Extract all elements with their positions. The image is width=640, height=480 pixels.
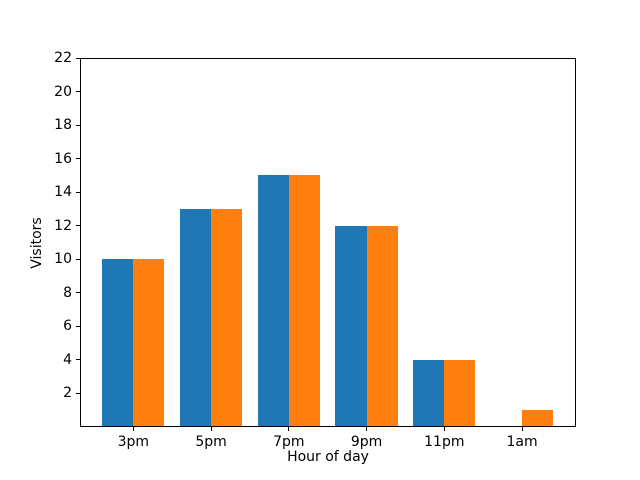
y-tick <box>76 91 80 93</box>
x-tick <box>288 427 290 431</box>
y-tick-label: 2 <box>63 385 72 402</box>
y-tick <box>76 57 80 59</box>
y-tick <box>76 158 80 160</box>
y-tick <box>76 124 80 126</box>
bar-series-orange-7pm <box>288 175 320 427</box>
x-tick <box>366 427 368 431</box>
y-tick-label: 8 <box>63 284 72 301</box>
y-tick <box>76 392 80 394</box>
bar-series-orange-1am <box>522 410 554 427</box>
x-tick-label: 3pm <box>117 434 150 450</box>
y-tick-label: 20 <box>54 83 72 100</box>
bar-series-blue-7pm <box>257 175 289 427</box>
y-tick-label: 10 <box>54 251 72 268</box>
y-tick <box>76 359 80 361</box>
y-tick-label: 14 <box>54 184 72 201</box>
x-tick-label: 11pm <box>424 434 465 450</box>
bar-series-orange-5pm <box>211 208 243 427</box>
bar-series-blue-11pm <box>413 359 445 427</box>
bar-series-orange-3pm <box>133 259 165 427</box>
bar-series-blue-5pm <box>179 208 212 427</box>
x-tick-label: 7pm <box>273 434 305 450</box>
bar-series-blue-3pm <box>102 259 134 427</box>
x-tick <box>443 427 445 431</box>
x-axis-label: Hour of day <box>287 449 369 465</box>
bar-series-blue-9pm <box>335 225 367 427</box>
y-tick <box>76 191 80 193</box>
x-tick <box>132 427 134 431</box>
y-tick <box>76 325 80 327</box>
y-tick-label: 18 <box>54 117 72 134</box>
x-tick <box>521 427 523 431</box>
y-tick <box>76 292 80 294</box>
x-tick-label: 5pm <box>195 434 227 450</box>
y-tick-label: 4 <box>63 351 72 368</box>
x-tick-label: 9pm <box>350 434 383 450</box>
y-tick-label: 16 <box>54 150 72 167</box>
x-tick <box>210 427 212 431</box>
bar-series-orange-9pm <box>366 225 398 427</box>
x-tick-label: 1am <box>506 434 538 450</box>
y-tick <box>76 258 80 260</box>
y-tick-label: 12 <box>54 217 72 234</box>
bar-series-orange-11pm <box>444 359 476 427</box>
y-tick-label: 6 <box>63 318 72 335</box>
y-tick <box>76 225 80 227</box>
y-tick-label: 22 <box>54 50 72 66</box>
